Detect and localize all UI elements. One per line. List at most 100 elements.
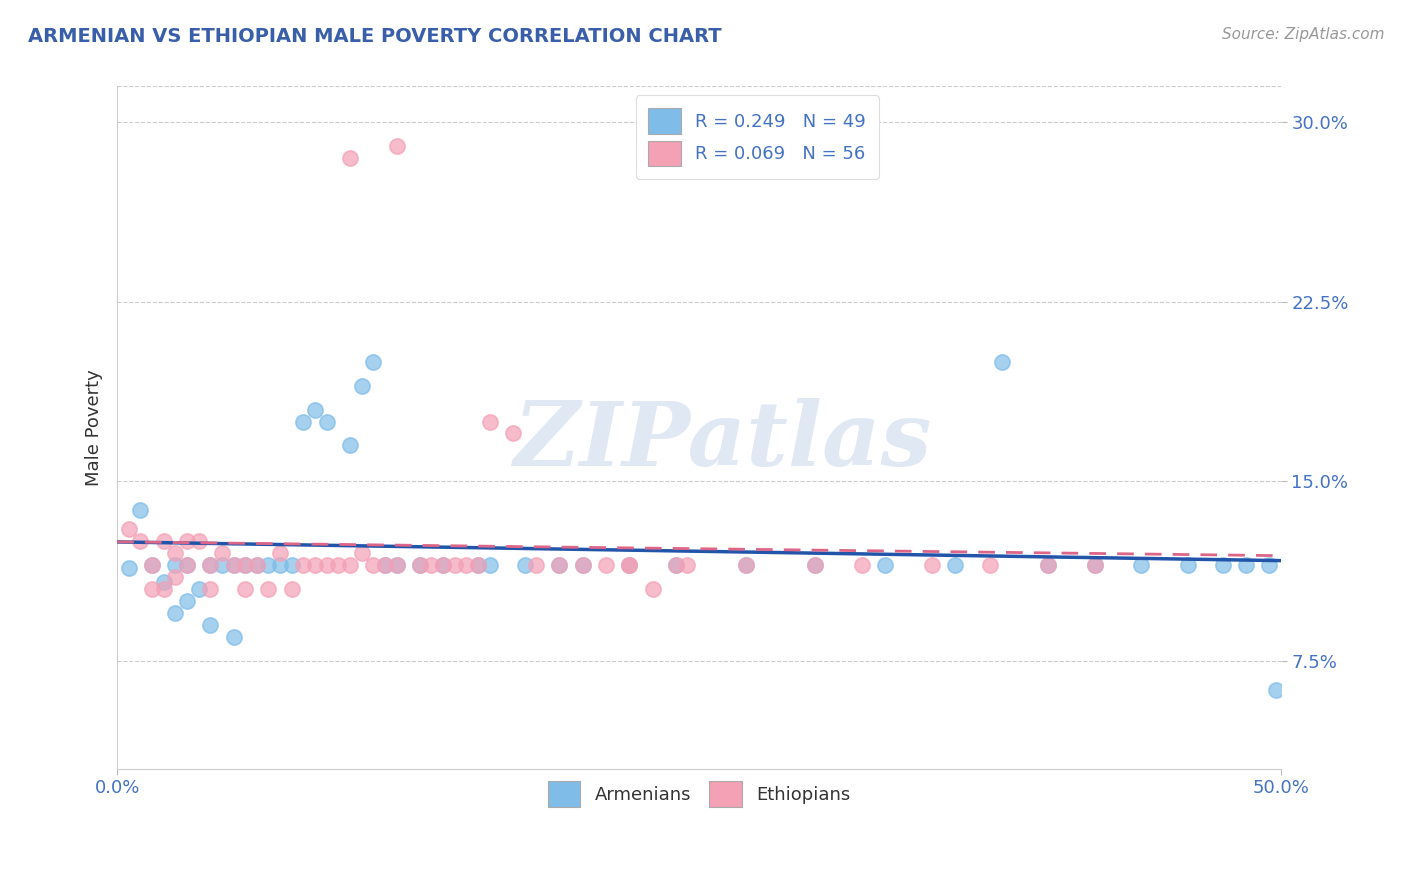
Point [200, 618, 222, 632]
Point [385, 558, 408, 573]
Point [1038, 558, 1060, 573]
Point [979, 558, 1001, 573]
Point [152, 574, 174, 589]
Point [141, 558, 163, 573]
Point [467, 558, 489, 573]
Point [851, 558, 873, 573]
Point [176, 558, 198, 573]
Point [211, 558, 233, 573]
Point [432, 558, 454, 573]
Point [1038, 558, 1060, 573]
Point [200, 558, 222, 573]
Point [676, 558, 699, 573]
Point [187, 582, 209, 596]
Point [467, 558, 489, 573]
Point [990, 354, 1012, 368]
Point [804, 558, 827, 573]
Point [176, 558, 198, 573]
Point [665, 558, 688, 573]
Point [943, 558, 966, 573]
Point [432, 558, 454, 573]
Point [339, 151, 361, 165]
Point [734, 558, 756, 573]
Point [875, 558, 897, 573]
Point [619, 558, 641, 573]
Point [734, 558, 756, 573]
Point [1130, 558, 1153, 573]
Y-axis label: Male Poverty: Male Poverty [86, 369, 103, 486]
Point [257, 558, 280, 573]
Point [200, 582, 222, 596]
Point [165, 570, 187, 584]
Point [211, 546, 233, 560]
Point [165, 606, 187, 620]
Point [200, 558, 222, 573]
Point [443, 558, 465, 573]
Point [804, 558, 827, 573]
Point [222, 558, 245, 573]
Legend: Armenians, Ethiopians: Armenians, Ethiopians [540, 774, 858, 814]
Point [222, 630, 245, 644]
Point [152, 534, 174, 549]
Point [619, 558, 641, 573]
Point [361, 354, 384, 368]
Point [246, 558, 269, 573]
Text: Source: ZipAtlas.com: Source: ZipAtlas.com [1222, 27, 1385, 42]
Point [1234, 558, 1257, 573]
Point [129, 534, 152, 549]
Point [222, 558, 245, 573]
Point [246, 558, 269, 573]
Point [269, 546, 291, 560]
Point [233, 558, 256, 573]
Point [350, 546, 373, 560]
Point [478, 415, 501, 429]
Point [513, 558, 536, 573]
Point [339, 558, 361, 573]
Point [339, 438, 361, 452]
Point [385, 139, 408, 153]
Text: ZIPatlas: ZIPatlas [513, 398, 931, 484]
Point [328, 558, 350, 573]
Point [141, 582, 163, 596]
Point [315, 415, 337, 429]
Point [502, 426, 524, 441]
Point [281, 558, 304, 573]
Point [118, 560, 141, 574]
Point [478, 558, 501, 573]
Point [304, 402, 326, 417]
Point [548, 558, 571, 573]
Point [665, 558, 688, 573]
Point [165, 546, 187, 560]
Point [524, 558, 547, 573]
Point [1258, 558, 1281, 573]
Point [233, 558, 256, 573]
Point [176, 594, 198, 608]
Point [420, 558, 443, 573]
Point [233, 582, 256, 596]
Point [292, 415, 315, 429]
Point [571, 558, 593, 573]
Point [385, 558, 408, 573]
Point [361, 558, 384, 573]
Point [641, 582, 664, 596]
Point [595, 558, 617, 573]
Point [1084, 558, 1107, 573]
Point [315, 558, 337, 573]
Point [129, 503, 152, 517]
Point [257, 582, 280, 596]
Point [1212, 558, 1234, 573]
Point [1177, 558, 1199, 573]
Point [118, 522, 141, 536]
Point [292, 558, 315, 573]
Point [374, 558, 396, 573]
Point [1084, 558, 1107, 573]
Point [619, 558, 641, 573]
Point [350, 378, 373, 392]
Point [571, 558, 593, 573]
Point [176, 534, 198, 549]
Point [141, 558, 163, 573]
Point [456, 558, 478, 573]
Point [281, 582, 304, 596]
Point [409, 558, 432, 573]
Point [152, 582, 174, 596]
